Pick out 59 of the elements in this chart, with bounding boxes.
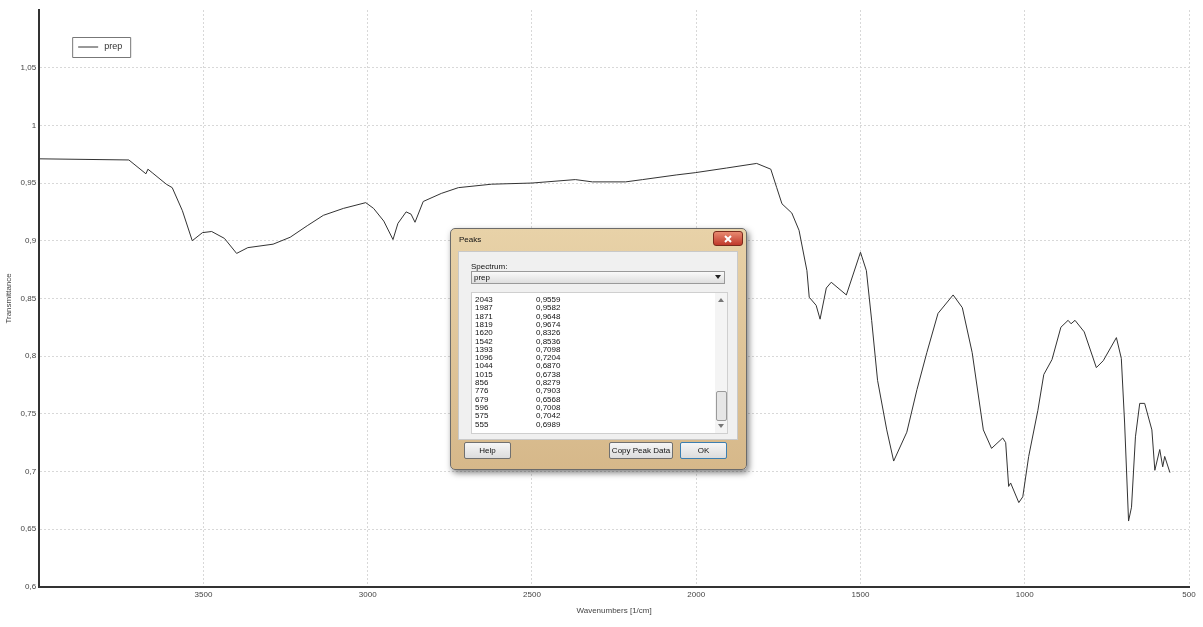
annotation: 0,6989 — [536, 419, 561, 429]
annotation: Peaks — [459, 235, 482, 244]
y-tick-label: 0,75 — [20, 408, 37, 418]
annotation: 0,7008 — [536, 402, 561, 412]
annotation: 1987 — [475, 303, 493, 313]
annotation: 1819 — [475, 319, 493, 329]
annotation: 0,9559 — [536, 295, 561, 304]
legend-label: prep — [104, 41, 123, 52]
annotation: 1015 — [475, 369, 493, 379]
dropdown-field: prep — [471, 271, 725, 284]
x-tick-label: 2500 — [523, 589, 542, 599]
y-axis-title: Transmittance — [4, 272, 13, 324]
annotation: OK — [680, 442, 727, 459]
y-tick-label: 0,7 — [25, 466, 37, 476]
y-tick-label: 0,9 — [25, 235, 37, 245]
annotation: 575 — [475, 411, 489, 421]
annotation: 0,9674 — [536, 319, 561, 329]
annotation: 1096 — [475, 353, 493, 363]
annotation: 1393 — [475, 344, 493, 354]
annotation: Help — [464, 442, 511, 459]
annotation: 0,8326 — [536, 328, 561, 338]
annotation: Copy Peak Data — [609, 442, 673, 459]
annotation: 0,7042 — [536, 411, 561, 421]
x-tick-label: 1500 — [851, 589, 870, 599]
x-tick-label: 2000 — [687, 589, 706, 599]
annotation: 0,6738 — [536, 369, 561, 379]
y-tick-label: 1,05 — [20, 62, 37, 72]
y-tick-label: 0,65 — [20, 524, 37, 534]
x-tick-label: 500 — [1182, 589, 1197, 599]
annotation: 0,7098 — [536, 344, 561, 354]
annotation: 0,7204 — [536, 353, 561, 363]
annotation: 856 — [475, 378, 489, 387]
annotation: 0,9648 — [536, 311, 561, 321]
annotation: 1620 — [475, 328, 493, 338]
y-tick-label: 1 — [31, 120, 37, 130]
x-axis-title: Wavenumbers [1/cm] — [576, 606, 652, 616]
annotation: prep — [474, 272, 491, 283]
y-tick-label: 0,8 — [25, 351, 37, 361]
annotation: 2043 — [475, 295, 493, 304]
annotation: 679 — [475, 394, 489, 404]
annotation: 0,6568 — [536, 394, 561, 404]
annotation: 0,7903 — [536, 386, 561, 396]
annotation: 1871 — [475, 311, 493, 321]
x-tick-label: 3500 — [194, 589, 213, 599]
annotation: 0,9582 — [536, 303, 561, 313]
annotation: 1542 — [475, 336, 493, 346]
y-tick-label: 0,95 — [20, 178, 37, 188]
annotation: 776 — [475, 386, 489, 396]
annotation: 0,6870 — [536, 361, 561, 371]
y-tick-label: 0,6 — [25, 582, 37, 591]
annotation: Spectrum: — [471, 262, 508, 271]
y-tick-label: 0,85 — [20, 293, 37, 303]
annotation: 0,8279 — [536, 378, 561, 387]
annotation: 596 — [475, 402, 489, 412]
annotation: 555 — [475, 419, 489, 429]
annotation: 0,8536 — [536, 336, 561, 346]
x-tick-label: 1000 — [1015, 589, 1035, 599]
annotation: 1044 — [475, 361, 493, 371]
x-tick-label: 3000 — [358, 589, 378, 599]
